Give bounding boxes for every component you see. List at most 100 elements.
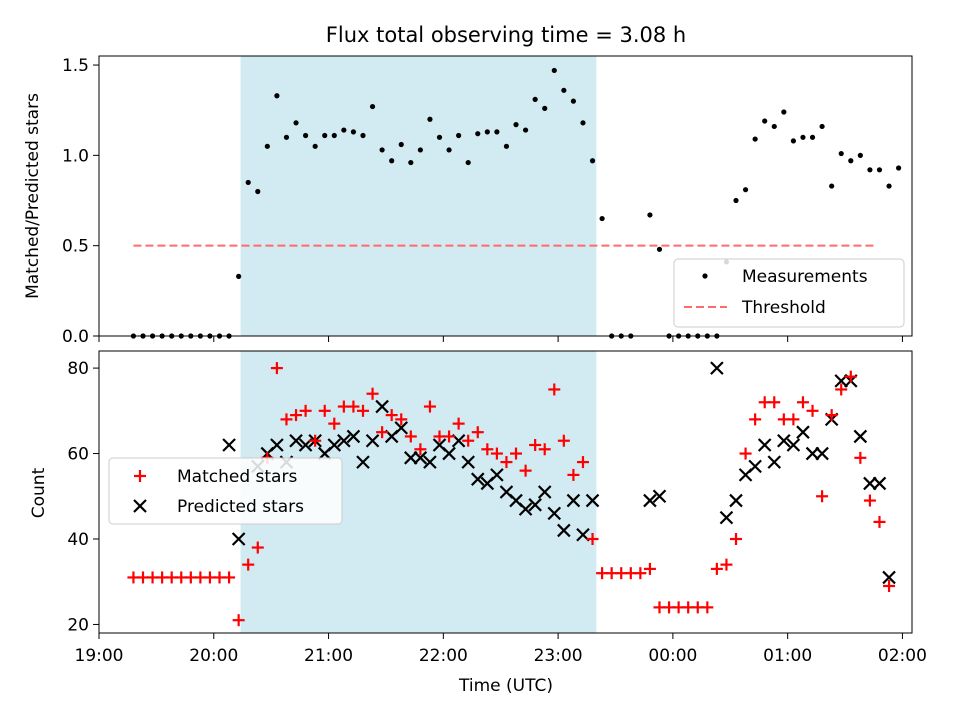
matched-star-point-15 xyxy=(270,362,283,375)
bottom-legend: Matched stars Predicted stars xyxy=(108,457,343,525)
measurement-point-44 xyxy=(551,67,557,74)
matched-star-point-62 xyxy=(720,558,733,571)
predicted-star-point-57 xyxy=(872,476,887,491)
matched-star-point-43 xyxy=(538,443,551,456)
bottom-xtick-label-3: 22:00 xyxy=(419,646,468,666)
top-ytick-label-3: 1.5 xyxy=(62,56,89,76)
measurement-point-14 xyxy=(264,143,270,149)
bottom-xtick-label-1: 20:00 xyxy=(189,646,238,666)
measurement-point-20 xyxy=(322,132,328,139)
matched-star-point-54 xyxy=(643,562,656,575)
measurement-point-70 xyxy=(809,134,816,140)
top-axes-frame xyxy=(98,55,913,337)
measurement-point-76 xyxy=(867,167,873,173)
measurement-point-21 xyxy=(331,132,337,139)
matched-star-point-65 xyxy=(749,413,762,426)
predicted-star-point-4 xyxy=(270,438,284,452)
matched-star-point-23 xyxy=(347,400,360,413)
predicted-star-point-50 xyxy=(805,446,820,461)
predicted-star-point-17 xyxy=(394,421,409,435)
predicted-star-point-40 xyxy=(710,361,724,375)
predicted-star-point-15 xyxy=(375,399,389,414)
matched-star-point-64 xyxy=(739,447,752,460)
matched-star-point-73 xyxy=(825,409,838,422)
top-ytick-label-0: 0.0 xyxy=(62,327,89,347)
matched-star-point-26 xyxy=(376,426,389,439)
matched-star-point-25 xyxy=(366,387,379,400)
measurement-point-73 xyxy=(838,150,844,157)
matched-star-point-12 xyxy=(242,558,255,571)
measurement-point-22 xyxy=(341,127,347,133)
predicted-star-point-55 xyxy=(853,429,868,444)
predicted-star-point-47 xyxy=(777,433,791,448)
bottom-legend-box xyxy=(108,457,343,525)
matched-star-point-39 xyxy=(500,456,513,469)
bottom-y-ticks: 20 40 60 80 xyxy=(67,359,99,635)
measurement-point-12 xyxy=(245,179,251,186)
predicted-star-point-31 xyxy=(528,498,542,512)
predicted-star-point-22 xyxy=(442,446,456,461)
matched-star-point-67 xyxy=(768,396,781,409)
bottom-ytick-label-1: 40 xyxy=(67,530,89,550)
measurement-point-41 xyxy=(522,127,529,133)
predicted-star-point-33 xyxy=(547,506,562,521)
predicted-star-point-42 xyxy=(729,493,743,508)
legend-measurements-marker xyxy=(702,273,708,279)
measurement-point-36 xyxy=(475,131,481,137)
chart-title: Flux total observing time = 3.08 h xyxy=(326,23,686,47)
matched-star-point-48 xyxy=(586,533,599,545)
measurement-point-26 xyxy=(379,147,385,153)
bottom-ytick-label-3: 80 xyxy=(67,359,89,379)
legend-matched-marker xyxy=(134,470,146,482)
legend-matched-label: Matched stars xyxy=(177,467,297,487)
predicted-star-point-18 xyxy=(404,451,418,465)
top-ytick-label-2: 1.0 xyxy=(62,146,89,166)
measurement-point-42 xyxy=(532,96,538,102)
measurement-point-79 xyxy=(896,165,902,171)
matched-star-point-11 xyxy=(232,614,245,627)
predicted-star-point-37 xyxy=(585,493,600,508)
measurement-point-54 xyxy=(656,246,663,252)
top-y-ticks: 0.0 0.5 1.0 1.5 xyxy=(62,56,99,347)
top-legend-box xyxy=(673,258,905,328)
measurement-point-68 xyxy=(790,138,796,144)
measurement-point-24 xyxy=(360,132,366,139)
measurement-point-47 xyxy=(580,120,586,126)
top-y-axis-label: Matched/Predicted stars xyxy=(23,93,43,299)
predicted-star-point-12 xyxy=(346,429,361,444)
predicted-star-point-49 xyxy=(796,425,810,439)
legend-predicted-marker xyxy=(133,499,147,513)
matched-star-point-31 xyxy=(423,400,436,413)
measurement-point-77 xyxy=(876,167,883,173)
measurement-point-30 xyxy=(417,147,423,153)
measurement-point-78 xyxy=(886,183,892,189)
top-shaded-interval xyxy=(240,56,597,336)
matched-star-point-61 xyxy=(710,562,723,575)
measurement-point-25 xyxy=(369,103,376,110)
measurement-point-67 xyxy=(781,109,787,115)
matched-star-point-35 xyxy=(462,434,475,447)
measurement-point-37 xyxy=(484,129,490,135)
matched-star-point-76 xyxy=(854,451,867,464)
bottom-xtick-label-5: 00:00 xyxy=(648,646,697,666)
bottom-xtick-label-7: 02:00 xyxy=(878,646,927,666)
measurement-point-63 xyxy=(742,187,749,193)
predicted-star-point-48 xyxy=(786,438,801,452)
matched-star-point-72 xyxy=(816,490,829,503)
matched-star-point-36 xyxy=(471,426,484,439)
matched-star-point-30 xyxy=(414,443,427,456)
measurement-point-48 xyxy=(589,158,596,164)
predicted-star-point-32 xyxy=(537,485,552,499)
measurement-point-72 xyxy=(829,183,835,189)
matched-star-point-63 xyxy=(730,533,743,545)
matched-star-point-21 xyxy=(328,417,341,430)
matched-star-point-13 xyxy=(251,541,264,554)
predicted-star-point-38 xyxy=(643,493,657,508)
measurement-point-16 xyxy=(283,134,290,140)
matched-star-point-74 xyxy=(835,383,848,396)
bottom-xtick-label-2: 21:00 xyxy=(304,646,353,666)
matched-star-point-70 xyxy=(796,396,809,409)
measurement-point-15 xyxy=(274,93,280,99)
matched-star-point-75 xyxy=(844,370,857,383)
